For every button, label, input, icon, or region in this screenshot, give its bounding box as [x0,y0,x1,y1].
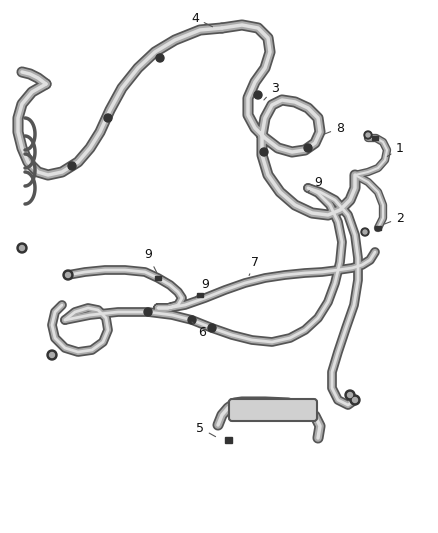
Circle shape [304,144,312,152]
Circle shape [20,246,25,251]
Text: 9: 9 [195,279,209,298]
Circle shape [66,272,71,278]
Circle shape [17,243,27,253]
Bar [155,276,161,280]
Bar [225,437,232,443]
Text: 9: 9 [144,248,157,272]
Text: 1: 1 [387,141,404,157]
Circle shape [47,350,57,360]
Text: 6: 6 [192,322,206,338]
Circle shape [353,398,357,402]
Bar [375,225,381,230]
Circle shape [366,133,370,137]
Text: 3: 3 [264,82,279,100]
Circle shape [361,228,369,236]
Circle shape [208,324,216,332]
Text: 2: 2 [385,212,404,224]
Circle shape [364,131,372,139]
Circle shape [144,308,152,316]
Circle shape [156,54,164,62]
Text: 7: 7 [249,255,259,276]
Text: 4: 4 [191,12,212,27]
Circle shape [260,148,268,156]
FancyBboxPatch shape [229,399,317,421]
Circle shape [49,352,54,358]
Circle shape [63,270,73,280]
Text: 9: 9 [308,175,322,192]
Bar [372,135,378,140]
Circle shape [350,395,360,405]
Circle shape [188,316,196,324]
Circle shape [347,392,353,398]
Circle shape [68,162,76,170]
Circle shape [254,91,262,99]
Text: 5: 5 [196,422,215,437]
Text: 8: 8 [325,122,344,134]
Bar [197,293,203,297]
Circle shape [363,230,367,234]
Circle shape [345,390,355,400]
Circle shape [104,114,112,122]
